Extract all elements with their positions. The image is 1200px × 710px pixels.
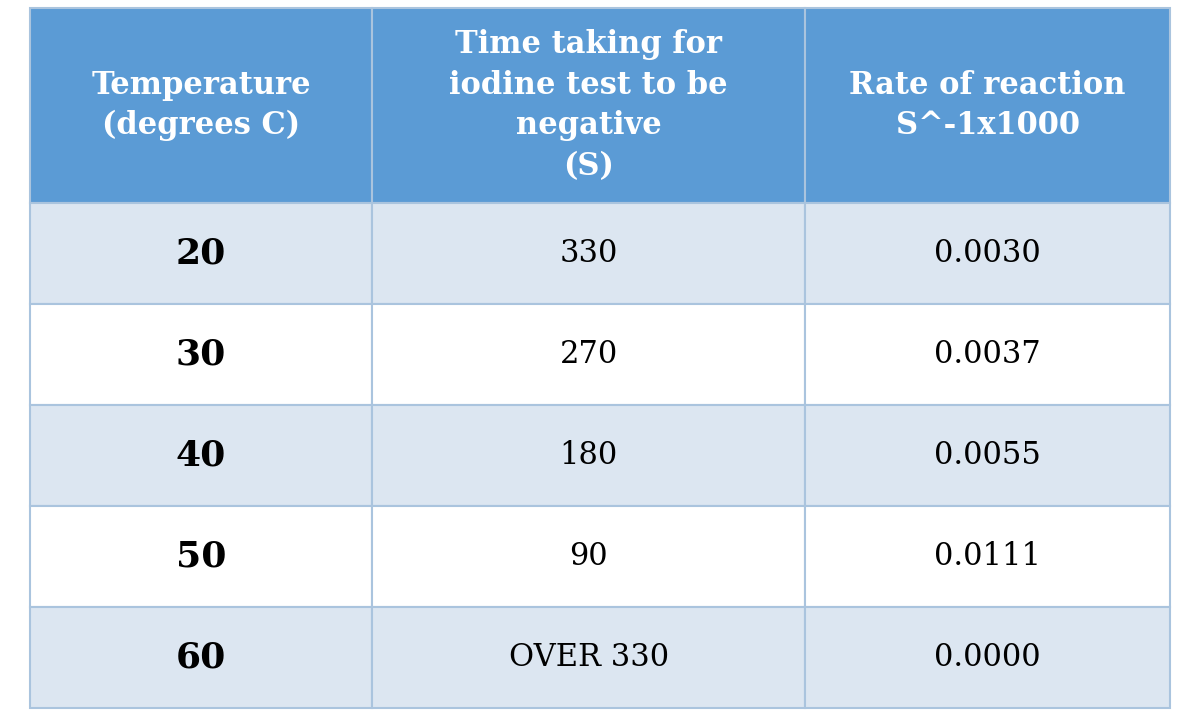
Text: Time taking for
iodine test to be
negative
(S): Time taking for iodine test to be negati… [449, 29, 728, 182]
Bar [805, 304, 1170, 405]
Bar [372, 607, 805, 708]
Bar [30, 8, 372, 203]
Text: Temperature
(degrees C): Temperature (degrees C) [91, 70, 311, 141]
Bar [805, 506, 1170, 607]
Text: 330: 330 [559, 238, 618, 269]
Text: 0.0111: 0.0111 [934, 541, 1042, 572]
Text: 50: 50 [175, 540, 227, 574]
Text: 0.0030: 0.0030 [935, 238, 1040, 269]
Text: 20: 20 [176, 236, 226, 271]
Bar [30, 203, 372, 304]
Text: 60: 60 [176, 640, 226, 674]
Text: 40: 40 [176, 439, 226, 472]
Bar [805, 607, 1170, 708]
Text: 0.0037: 0.0037 [935, 339, 1040, 370]
Text: 30: 30 [176, 337, 226, 371]
Bar [805, 203, 1170, 304]
Bar [372, 8, 805, 203]
Text: Rate of reaction
S^-1x1000: Rate of reaction S^-1x1000 [850, 70, 1126, 141]
Bar [372, 506, 805, 607]
Bar [805, 405, 1170, 506]
Bar [30, 304, 372, 405]
Bar [30, 506, 372, 607]
Bar [372, 405, 805, 506]
Text: 180: 180 [559, 440, 618, 471]
Bar [372, 203, 805, 304]
Text: 0.0000: 0.0000 [935, 642, 1040, 673]
Text: 0.0055: 0.0055 [934, 440, 1042, 471]
Bar [372, 304, 805, 405]
Bar [30, 405, 372, 506]
Text: 270: 270 [559, 339, 618, 370]
Bar [805, 8, 1170, 203]
Text: OVER 330: OVER 330 [509, 642, 668, 673]
Text: 90: 90 [569, 541, 608, 572]
Bar [30, 607, 372, 708]
